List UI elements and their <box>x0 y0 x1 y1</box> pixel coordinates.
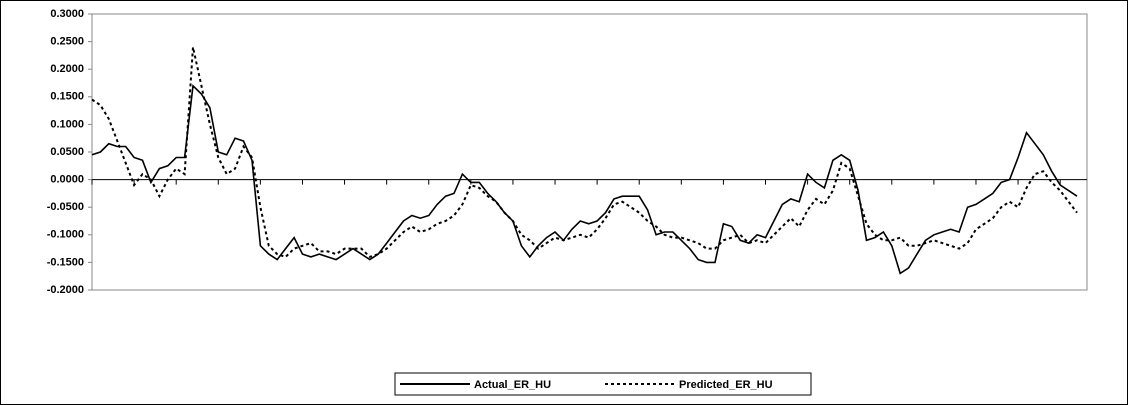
y-tick-label: 0.1000 <box>50 118 84 130</box>
y-tick-label: 0.1500 <box>50 91 84 103</box>
legend-box <box>394 372 812 396</box>
y-tick-label: -0.1000 <box>47 229 84 241</box>
y-tick-label: 0.2000 <box>50 63 84 75</box>
y-tick-label: 0.3000 <box>50 8 84 20</box>
y-tick-label: -0.2000 <box>47 284 84 296</box>
y-tick-label: 0.0500 <box>50 146 84 158</box>
y-tick-label: 0.0000 <box>50 174 84 186</box>
legend-label: Actual_ER_HU <box>474 379 551 391</box>
series-line <box>91 84 1078 275</box>
y-tick-label: -0.1500 <box>47 256 84 268</box>
y-tick-label: -0.0500 <box>47 201 84 213</box>
series-line <box>91 46 1078 259</box>
y-tick-label: 0.2500 <box>50 36 84 48</box>
legend-label: Predicted_ER_HU <box>679 379 773 391</box>
